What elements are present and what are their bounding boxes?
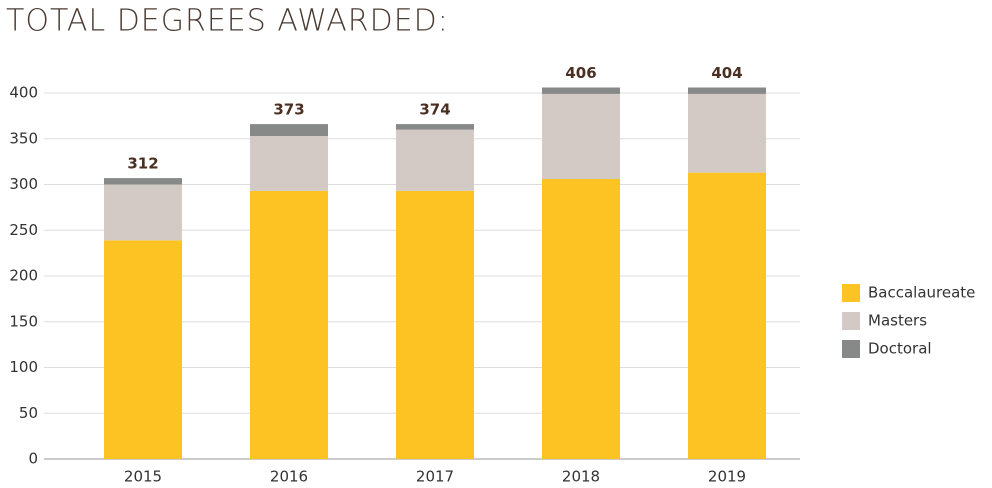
legend-label: Baccalaureate <box>868 284 975 302</box>
legend-swatch <box>842 340 860 358</box>
y-tick-label: 300 <box>9 175 38 193</box>
bar-segment <box>542 87 620 94</box>
bar-segment <box>688 93 766 173</box>
bar-segment <box>396 124 474 130</box>
y-tick-label: 150 <box>9 312 38 330</box>
y-tick-label: 250 <box>9 221 38 239</box>
y-tick-label: 100 <box>9 358 38 376</box>
y-tick-label: 350 <box>9 129 38 147</box>
bar-segment <box>104 178 182 185</box>
total-label: 312 <box>127 155 158 173</box>
x-tick-label: 2016 <box>270 468 308 486</box>
y-tick-label: 50 <box>19 404 38 422</box>
bar-segment <box>104 240 182 459</box>
legend-swatch <box>842 312 860 330</box>
legend-label: Doctoral <box>868 340 932 358</box>
bar-segment <box>396 129 474 191</box>
bar-segment <box>542 93 620 180</box>
y-tick-label: 0 <box>28 450 38 468</box>
bar-segment <box>250 124 328 137</box>
bar-segment <box>542 179 620 459</box>
x-tick-label: 2019 <box>708 468 746 486</box>
chart-title: TOTAL DEGREES AWARDED: <box>6 4 449 39</box>
total-label: 406 <box>565 64 596 82</box>
total-label: 404 <box>711 64 742 82</box>
y-tick-label: 200 <box>9 267 38 285</box>
bar-segment <box>688 87 766 94</box>
bar-segment <box>250 190 328 459</box>
x-tick-label: 2017 <box>416 468 454 486</box>
bar-segment <box>688 172 766 460</box>
total-label: 373 <box>273 101 304 119</box>
x-tick-label: 2018 <box>562 468 600 486</box>
bar-segment <box>396 190 474 459</box>
bar-segment <box>104 184 182 241</box>
legend-swatch <box>842 284 860 302</box>
legend-label: Masters <box>868 312 927 330</box>
x-tick-label: 2015 <box>124 468 162 486</box>
y-tick-label: 400 <box>9 84 38 102</box>
total-label: 374 <box>419 101 450 119</box>
bar-segment <box>250 136 328 191</box>
